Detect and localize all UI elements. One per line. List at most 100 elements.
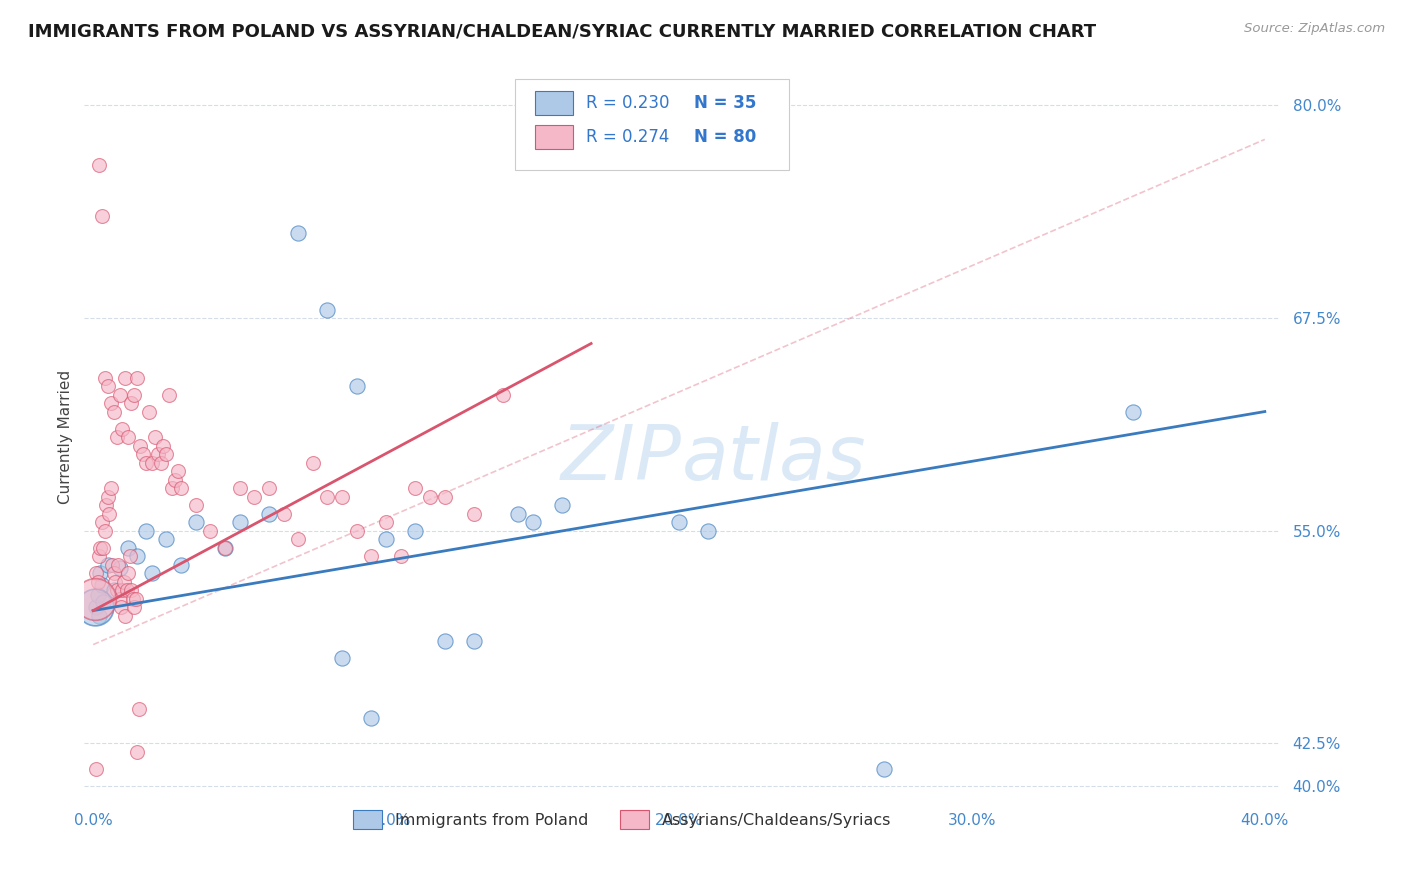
Point [86,588,108,602]
Legend: Immigrants from Poland, Assyrians/Chaldeans/Syriacs: Immigrants from Poland, Assyrians/Chalde… [347,804,897,835]
Point [105,430,128,444]
Point [107,558,129,572]
Point [873,762,896,776]
Point [103,404,125,418]
Point [117,541,139,555]
Point [165,473,187,487]
Point [83,600,105,615]
Point [112,574,135,589]
Point [127,549,149,563]
Point [522,515,544,529]
Point [492,387,515,401]
Point [302,456,325,470]
Point [157,387,180,401]
Point [120,583,142,598]
Point [89,541,111,555]
Point [1122,404,1144,418]
Point [114,370,136,384]
Point [108,591,131,606]
Point [117,566,139,581]
Point [697,524,720,538]
Point [360,549,382,563]
Point [287,532,309,546]
Y-axis label: Currently Married: Currently Married [58,370,73,504]
Point [103,583,125,598]
Point [127,370,149,384]
Point [111,421,134,435]
Point [389,549,412,563]
Point [419,490,441,504]
Point [111,583,134,598]
Point [90,515,114,529]
Point [243,490,266,504]
FancyBboxPatch shape [534,126,574,149]
Point [122,600,145,615]
Point [360,711,382,725]
Point [330,651,353,665]
Point [84,566,107,581]
Point [257,507,280,521]
Point [122,387,145,401]
Point [228,515,250,529]
Point [433,490,456,504]
Point [103,566,125,581]
Point [90,578,114,592]
Point [97,558,120,572]
Text: ZIP: ZIP [561,422,682,496]
Point [132,447,155,461]
Point [146,447,169,461]
Text: N = 35: N = 35 [695,94,756,112]
Point [287,226,309,240]
Point [120,396,142,410]
Point [155,532,177,546]
Point [117,430,139,444]
Point [124,591,146,606]
Point [375,515,398,529]
Point [316,490,339,504]
Text: N = 80: N = 80 [695,128,756,146]
Point [330,490,353,504]
Point [97,379,120,393]
Point [135,456,157,470]
Point [316,302,339,317]
Point [143,430,166,444]
Point [138,404,160,418]
Point [84,591,107,606]
Point [200,524,222,538]
Point [404,481,426,495]
Point [433,634,456,648]
Point [214,541,236,555]
Point [184,498,207,512]
Point [84,600,107,615]
Point [89,566,111,581]
Point [98,507,121,521]
FancyBboxPatch shape [534,91,574,114]
Point [100,481,122,495]
Point [110,600,132,615]
Point [141,456,163,470]
Point [170,481,193,495]
Point [257,481,280,495]
FancyBboxPatch shape [515,78,790,170]
Point [86,574,108,589]
Point [129,439,152,453]
Text: R = 0.274: R = 0.274 [586,128,669,146]
Point [104,574,127,589]
Text: IMMIGRANTS FROM POLAND VS ASSYRIAN/CHALDEAN/SYRIAC CURRENTLY MARRIED CORRELATION: IMMIGRANTS FROM POLAND VS ASSYRIAN/CHALD… [28,22,1097,40]
Point [114,608,136,623]
Point [152,439,174,453]
Point [84,762,107,776]
Point [93,595,115,609]
Point [141,566,163,581]
Point [100,396,122,410]
Point [115,583,138,598]
Point [463,507,485,521]
Point [105,583,128,598]
Text: atlas: atlas [682,422,866,496]
Point [463,634,485,648]
Point [108,561,131,575]
Point [127,745,149,759]
Point [87,549,110,563]
Point [108,387,131,401]
Point [273,507,295,521]
